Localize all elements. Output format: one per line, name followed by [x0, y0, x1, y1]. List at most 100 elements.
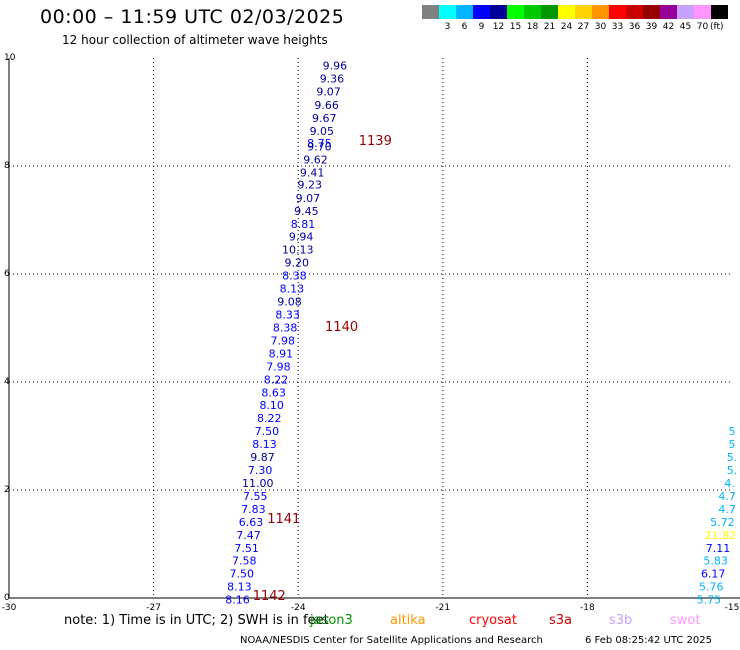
y-tick-label: 8	[4, 161, 10, 171]
wave-height-label: 4.7	[718, 490, 736, 503]
footer-organization: NOAA/NESDIS Center for Satellite Applica…	[240, 635, 543, 646]
color-scale-swatch	[592, 5, 609, 19]
color-scale-label: 45	[679, 22, 692, 32]
wave-height-label: 9.94	[289, 231, 314, 244]
satellite-legend-item: s3b	[609, 613, 633, 628]
wave-height-label: 4.	[724, 477, 735, 490]
x-tick-label: -18	[580, 603, 595, 613]
wave-height-label: 9.62	[303, 154, 328, 167]
footer-note: note: 1) Time is in UTC; 2) SWH is in fe…	[64, 613, 329, 628]
wave-height-label: 8.38	[273, 321, 298, 334]
color-scale-label: 70	[696, 22, 709, 32]
color-scale-label: 12	[492, 22, 505, 32]
color-scale-swatch	[575, 5, 592, 19]
color-scale-swatch	[473, 5, 490, 19]
x-tick-label: -27	[146, 603, 161, 613]
x-tick-label: -21	[435, 603, 450, 613]
color-scale-label: 33	[611, 22, 624, 32]
wave-height-label: 7.83	[241, 503, 266, 516]
color-scale-swatch	[507, 5, 524, 19]
y-tick-label: 2	[4, 485, 10, 495]
map-title: 00:00 – 11:59 UTC 02/03/2025	[40, 6, 345, 28]
satellite-legend-item: jason3	[310, 613, 353, 628]
footer-generated-date: 6 Feb 08:25:42 UTC 2025	[585, 635, 712, 646]
wave-height-label: 7.47	[236, 529, 261, 542]
color-scale-swatch	[660, 5, 677, 19]
color-scale-swatch	[422, 5, 439, 19]
color-scale-label: 18	[526, 22, 539, 32]
wave-height-label: 8.22	[257, 412, 282, 425]
x-tick-label: -30	[2, 603, 17, 613]
satellite-legend-item: s3a	[549, 613, 573, 628]
wave-height-label: 8.13	[280, 283, 305, 296]
color-scale-swatch	[558, 5, 575, 19]
wave-height-label: 9.41	[300, 166, 325, 179]
track-pass-label: 1141	[267, 512, 300, 527]
wave-height-label: 8.75	[307, 137, 332, 150]
wave-height-label: 7.50	[255, 425, 280, 438]
wave-height-label: 8.33	[275, 309, 300, 322]
wave-height-label: 9.96	[323, 60, 348, 73]
color-scale-swatch	[643, 5, 660, 19]
wave-height-label: 10.13	[282, 244, 314, 257]
map-subtitle: 12 hour collection of altimeter wave hei…	[62, 33, 328, 47]
wave-height-label: 5.76	[699, 581, 724, 594]
y-tick-label: 10	[4, 53, 16, 63]
track-pass-label: 1140	[325, 320, 358, 335]
color-scale-swatch	[524, 5, 541, 19]
wave-height-label: 7.51	[234, 542, 259, 555]
wave-height-label: 6.17	[701, 568, 726, 581]
wave-height-label: 5.	[727, 464, 738, 477]
track-pass-label: 1139	[359, 134, 392, 149]
wave-height-label: 7.50	[230, 568, 255, 581]
wave-height-label: 9.67	[312, 112, 337, 125]
wave-height-label: 8.63	[261, 386, 286, 399]
wave-height-label: 6.63	[239, 516, 264, 529]
y-tick-label: 4	[4, 377, 10, 387]
satellite-legend-item: cryosat	[469, 613, 517, 628]
wave-height-label: 9.36	[320, 73, 345, 86]
wave-height-label: 9.45	[294, 205, 319, 218]
wave-height-label: 9.20	[285, 257, 310, 270]
wave-height-label: 8.81	[291, 218, 316, 231]
track-pass-label: 1142	[253, 589, 286, 604]
wave-height-label: 7.11	[706, 542, 731, 555]
color-scale-swatch	[626, 5, 643, 19]
color-scale-label: 39	[645, 22, 658, 32]
wave-height-label: 7.58	[232, 555, 257, 568]
color-scale-swatch	[711, 5, 728, 19]
wave-height-label: 11.00	[242, 477, 274, 490]
wave-height-label: 9.23	[298, 178, 323, 191]
color-scale-swatch	[490, 5, 507, 19]
wave-height-label: 9.66	[314, 99, 339, 112]
wave-height-label: 8.13	[227, 581, 252, 594]
wave-height-label: 21.82	[705, 529, 737, 542]
wave-height-label: 7.98	[271, 334, 296, 347]
wave-height-label: 9.08	[277, 296, 302, 309]
wave-height-label: 5.83	[703, 555, 728, 568]
color-scale-swatch	[456, 5, 473, 19]
satellite-legend-item: altika	[390, 613, 426, 628]
color-scale-label: 6	[461, 22, 468, 32]
wave-height-label: 5	[729, 425, 736, 438]
color-scale-label: 42	[662, 22, 675, 32]
color-scale-label: 36	[628, 22, 641, 32]
color-scale-swatch	[439, 5, 456, 19]
wave-height-label: 9.05	[310, 125, 335, 138]
color-scale-swatch	[609, 5, 626, 19]
wave-height-label: 9.87	[250, 451, 275, 464]
wave-height-label: 7.55	[243, 490, 268, 503]
color-scale-label: 24	[560, 22, 573, 32]
wave-height-label: 8.22	[264, 373, 289, 386]
wave-height-label: 4.7	[718, 503, 736, 516]
x-tick-label: -15	[725, 603, 740, 613]
wave-height-label: 7.30	[248, 464, 273, 477]
wave-height-label: 7.98	[266, 360, 291, 373]
color-scale-swatch	[677, 5, 694, 19]
color-scale-label: 27	[577, 22, 590, 32]
wave-height-label: 5.75	[697, 594, 722, 607]
color-scale-swatch	[541, 5, 558, 19]
wave-height-label: 9.07	[316, 85, 341, 98]
color-scale-label: 3	[444, 22, 451, 32]
